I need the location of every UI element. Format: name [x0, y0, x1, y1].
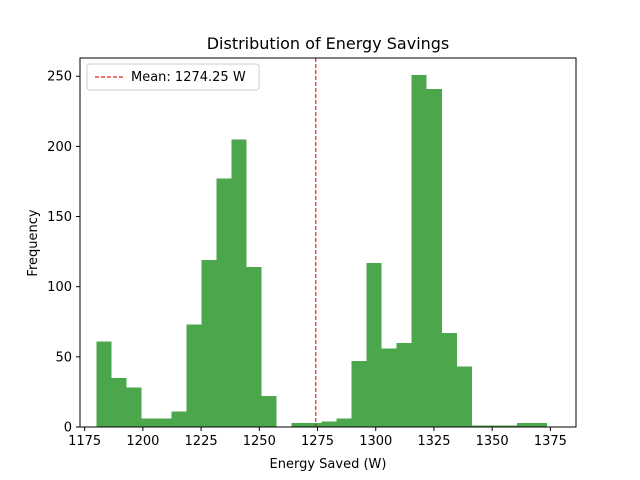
histogram-bar [531, 422, 547, 427]
histogram-bar [456, 366, 472, 427]
histogram-bar [216, 178, 232, 427]
chart-title: Distribution of Energy Savings [207, 34, 450, 53]
histogram-bar [141, 418, 157, 427]
histogram-bar [96, 341, 112, 427]
histogram-bar [156, 418, 172, 427]
x-tick-label: 1225 [185, 434, 218, 449]
x-tick-label: 1300 [359, 434, 392, 449]
bars-layer [96, 74, 547, 428]
histogram-bar [366, 262, 382, 427]
histogram-bar [306, 422, 322, 427]
histogram-bar [396, 342, 412, 427]
x-tick-label: 1375 [534, 434, 567, 449]
histogram-bar [471, 425, 487, 427]
legend: Mean: 1274.25 W [86, 63, 260, 91]
x-axis-label: Energy Saved (W) [270, 457, 387, 472]
histogram-bar [321, 421, 337, 427]
histogram-bar [486, 425, 502, 427]
histogram-bar [411, 74, 427, 427]
histogram-bar [246, 267, 262, 427]
x-tick-label: 1275 [301, 434, 334, 449]
x-tick-label: 1350 [476, 434, 509, 449]
plot-frame [79, 57, 577, 428]
histogram-bar [111, 377, 127, 427]
y-tick-label: 200 [47, 140, 72, 155]
histogram-bar [501, 425, 517, 427]
histogram-bar [261, 396, 277, 427]
x-tick-label: 1200 [126, 434, 159, 449]
y-tick-label: 150 [47, 210, 72, 225]
y-tick-label: 0 [64, 421, 72, 436]
y-axis-label: Frequency [26, 209, 41, 276]
y-tick-label: 250 [47, 70, 72, 85]
histogram-bar [201, 260, 217, 427]
y-axis-ticks: 0 50 100 150 200 250 [47, 70, 80, 436]
legend-box [86, 63, 260, 91]
y-tick-label: 100 [47, 280, 72, 295]
y-tick-label: 50 [55, 350, 72, 365]
x-axis-ticks: 1175 1200 1225 1250 1275 1300 1325 1350 1375 [68, 427, 567, 449]
histogram-bar [381, 348, 397, 427]
x-tick-label: 1250 [243, 434, 276, 449]
histogram-bar [336, 418, 352, 427]
histogram-bar [291, 422, 307, 427]
histogram-bar [171, 411, 187, 427]
x-tick-label: 1325 [417, 434, 450, 449]
histogram-bar [516, 422, 532, 427]
histogram-bar [441, 333, 457, 427]
legend-mean-label: Mean: 1274.25 W [131, 70, 246, 85]
histogram-bar [126, 387, 142, 427]
histogram-bar [351, 361, 367, 427]
histogram-bar [231, 139, 247, 427]
histogram-bar [426, 88, 442, 428]
histogram-bar [186, 324, 202, 427]
x-tick-label: 1175 [68, 434, 101, 449]
